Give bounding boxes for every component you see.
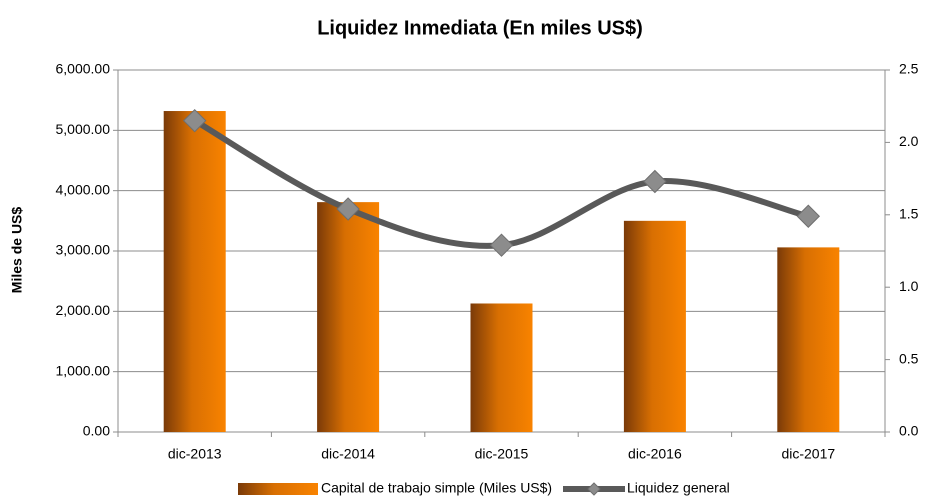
line xyxy=(193,118,809,249)
y2-tick-label: 1.0 xyxy=(899,278,919,294)
y-tick-label: 6,000.00 xyxy=(56,61,111,77)
y2-tick-label: 0.5 xyxy=(899,350,919,366)
y2-tick-label: 2.5 xyxy=(899,61,919,77)
x-tick-label: dic-2017 xyxy=(781,446,835,462)
x-tick-label: dic-2013 xyxy=(168,446,222,462)
x-tick-label: dic-2014 xyxy=(321,446,375,462)
bar xyxy=(470,303,533,432)
bar xyxy=(317,202,380,432)
marker xyxy=(643,169,667,194)
legend-marker xyxy=(587,482,601,496)
x-tick-label: dic-2015 xyxy=(475,446,529,462)
marker xyxy=(336,197,360,221)
legend-label: Liquidez general xyxy=(627,480,730,496)
y2-tick-label: 2.0 xyxy=(899,133,919,149)
y2-tick-label: 0.0 xyxy=(899,423,919,439)
legend-label: Capital de trabajo simple (Miles US$) xyxy=(321,480,552,496)
legend-swatch xyxy=(238,483,318,495)
y-tick-label: 4,000.00 xyxy=(56,181,111,197)
x-tick-label: dic-2016 xyxy=(628,446,682,462)
bar xyxy=(163,111,226,432)
marker xyxy=(489,233,514,257)
y-tick-label: 3,000.00 xyxy=(56,242,111,258)
bar xyxy=(623,220,686,432)
y2-tick-label: 1.5 xyxy=(899,206,919,222)
y-tick-label: 5,000.00 xyxy=(56,121,111,137)
marker xyxy=(182,108,207,133)
y-tick-label: 1,000.00 xyxy=(56,362,111,378)
bar xyxy=(777,247,840,432)
marker xyxy=(796,204,821,228)
y-axis-label: Miles de US$ xyxy=(9,207,25,294)
y-tick-label: 2,000.00 xyxy=(56,302,111,318)
chart-title: Liquidez Inmediata (En miles US$) xyxy=(317,17,643,39)
y-tick-label: 0.00 xyxy=(83,423,110,439)
